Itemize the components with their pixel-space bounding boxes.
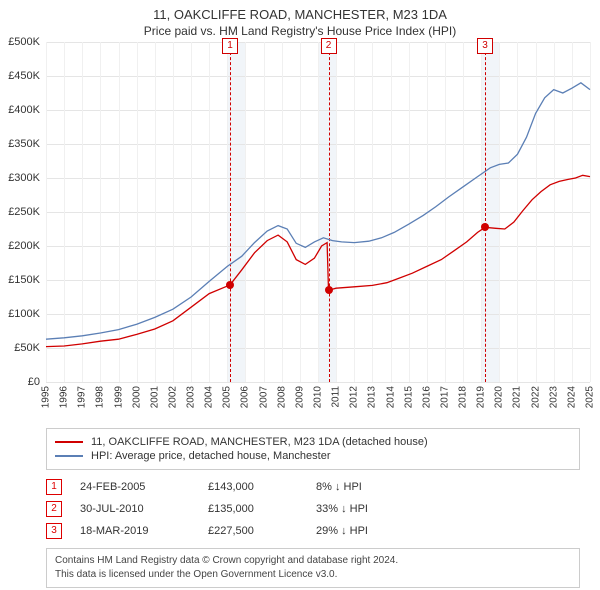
x-axis-label: 2018 bbox=[458, 386, 469, 408]
x-axis-label: 2009 bbox=[294, 386, 305, 408]
x-axis-label: 2021 bbox=[512, 386, 523, 408]
sale-data-point bbox=[226, 281, 234, 289]
y-axis-label: £250K bbox=[8, 206, 46, 218]
sale-row-price: £135,000 bbox=[208, 503, 298, 515]
sale-row-diff: 8% ↓ HPI bbox=[316, 481, 416, 493]
x-axis-label: 2007 bbox=[258, 386, 269, 408]
chart-container: 11, OAKCLIFFE ROAD, MANCHESTER, M23 1DA … bbox=[0, 0, 600, 588]
x-axis-label: 2019 bbox=[476, 386, 487, 408]
y-axis-label: £200K bbox=[8, 240, 46, 252]
sales-table: 1 24-FEB-2005 £143,000 8% ↓ HPI 2 30-JUL-2010… bbox=[46, 476, 580, 542]
sale-data-point bbox=[325, 286, 333, 294]
x-axis-label: 2010 bbox=[313, 386, 324, 408]
sale-row-price: £143,000 bbox=[208, 481, 298, 493]
x-axis-label: 2004 bbox=[204, 386, 215, 408]
sale-row: 2 30-JUL-2010 £135,000 33% ↓ HPI bbox=[46, 498, 580, 520]
x-axis-label: 2022 bbox=[530, 386, 541, 408]
footnote-line2: This data is licensed under the Open Gov… bbox=[55, 568, 571, 582]
x-axis-label: 2006 bbox=[240, 386, 251, 408]
sale-row: 1 24-FEB-2005 £143,000 8% ↓ HPI bbox=[46, 476, 580, 498]
x-axis-label: 2016 bbox=[421, 386, 432, 408]
y-axis-label: £150K bbox=[8, 274, 46, 286]
x-axis-label: 2013 bbox=[367, 386, 378, 408]
x-axis-label: 2011 bbox=[331, 386, 342, 408]
sale-row-price: £227,500 bbox=[208, 525, 298, 537]
sale-row-marker: 1 bbox=[46, 479, 62, 495]
x-axis-label: 1998 bbox=[95, 386, 106, 408]
chart-title: 11, OAKCLIFFE ROAD, MANCHESTER, M23 1DA bbox=[0, 0, 600, 24]
legend-item: 11, OAKCLIFFE ROAD, MANCHESTER, M23 1DA … bbox=[55, 435, 571, 449]
footnote-line1: Contains HM Land Registry data © Crown c… bbox=[55, 554, 571, 568]
legend-item: HPI: Average price, detached house, Manc… bbox=[55, 449, 571, 463]
x-axis-label: 2024 bbox=[566, 386, 577, 408]
sale-row-marker: 2 bbox=[46, 501, 62, 517]
line-chart-svg bbox=[46, 42, 590, 382]
x-axis-label: 1999 bbox=[113, 386, 124, 408]
footnote: Contains HM Land Registry data © Crown c… bbox=[46, 548, 580, 588]
y-axis-label: £350K bbox=[8, 138, 46, 150]
legend-label: 11, OAKCLIFFE ROAD, MANCHESTER, M23 1DA … bbox=[91, 436, 428, 448]
x-axis-label: 2020 bbox=[494, 386, 505, 408]
x-axis-label: 2000 bbox=[131, 386, 142, 408]
sale-row-diff: 29% ↓ HPI bbox=[316, 525, 416, 537]
plot-area: £0£50K£100K£150K£200K£250K£300K£350K£400… bbox=[46, 42, 590, 382]
x-axis-label: 1995 bbox=[41, 386, 52, 408]
x-axis-label: 1996 bbox=[59, 386, 70, 408]
series-line-price_paid bbox=[46, 175, 590, 346]
y-axis-label: £500K bbox=[8, 36, 46, 48]
y-axis-label: £450K bbox=[8, 70, 46, 82]
x-axis-label: 2015 bbox=[403, 386, 414, 408]
x-axis-label: 2017 bbox=[439, 386, 450, 408]
sale-row-diff: 33% ↓ HPI bbox=[316, 503, 416, 515]
sale-row-date: 30-JUL-2010 bbox=[80, 503, 190, 515]
sale-row-marker: 3 bbox=[46, 523, 62, 539]
x-axis-label: 2025 bbox=[585, 386, 596, 408]
x-axis-label: 2002 bbox=[167, 386, 178, 408]
x-axis-label: 2014 bbox=[385, 386, 396, 408]
x-axis-label: 1997 bbox=[77, 386, 88, 408]
sale-data-point bbox=[481, 223, 489, 231]
gridline-v bbox=[590, 42, 591, 382]
sale-row-date: 24-FEB-2005 bbox=[80, 481, 190, 493]
legend-label: HPI: Average price, detached house, Manc… bbox=[91, 450, 331, 462]
sale-row: 3 18-MAR-2019 £227,500 29% ↓ HPI bbox=[46, 520, 580, 542]
series-line-hpi bbox=[46, 83, 590, 339]
y-axis-label: £400K bbox=[8, 104, 46, 116]
x-axis-label: 2023 bbox=[548, 386, 559, 408]
sale-row-date: 18-MAR-2019 bbox=[80, 525, 190, 537]
x-axis-label: 2005 bbox=[222, 386, 233, 408]
x-axis-label: 2003 bbox=[186, 386, 197, 408]
x-axis-label: 2012 bbox=[349, 386, 360, 408]
y-axis-label: £50K bbox=[14, 342, 46, 354]
legend-swatch bbox=[55, 441, 83, 443]
legend: 11, OAKCLIFFE ROAD, MANCHESTER, M23 1DA … bbox=[46, 428, 580, 470]
chart-subtitle: Price paid vs. HM Land Registry's House … bbox=[0, 24, 600, 42]
y-axis-label: £100K bbox=[8, 308, 46, 320]
y-axis-label: £300K bbox=[8, 172, 46, 184]
x-axis-label: 2001 bbox=[149, 386, 160, 408]
legend-swatch bbox=[55, 455, 83, 457]
x-axis-labels: 1995199619971998199920002001200220032004… bbox=[46, 382, 590, 422]
x-axis-label: 2008 bbox=[276, 386, 287, 408]
